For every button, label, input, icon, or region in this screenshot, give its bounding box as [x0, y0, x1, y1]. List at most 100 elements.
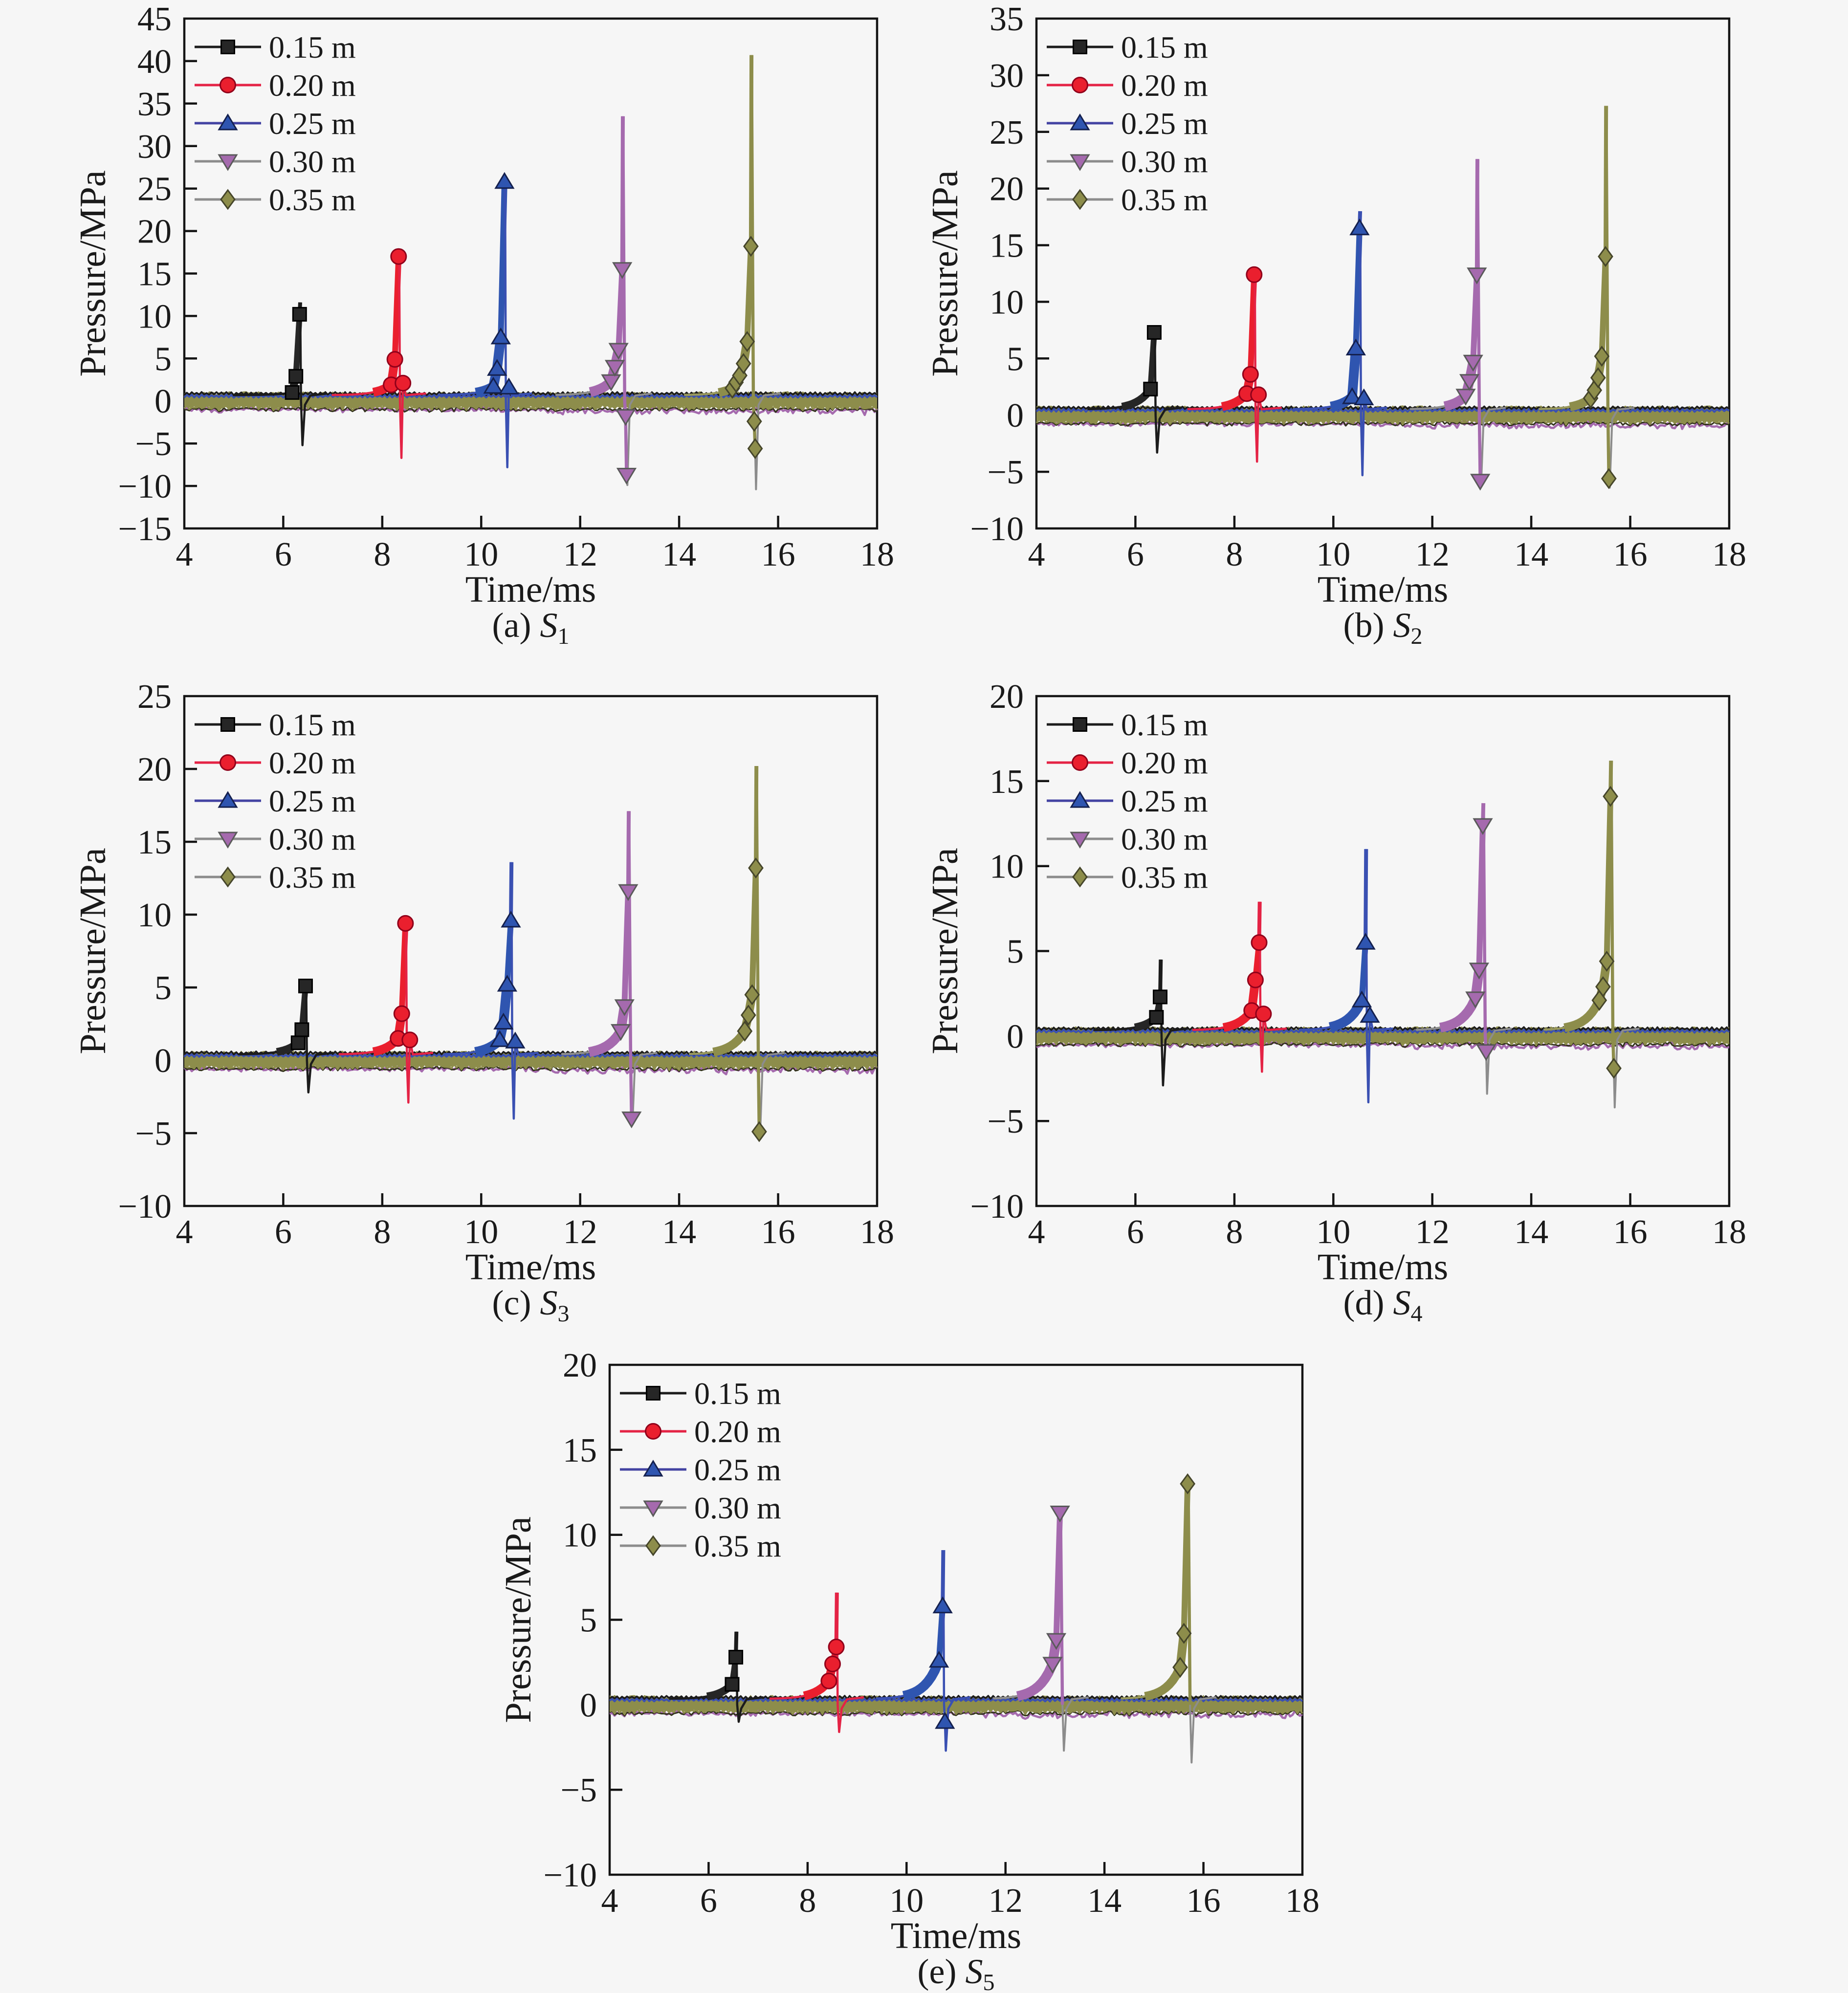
svg-text:14: 14	[1087, 1882, 1122, 1920]
svg-text:0: 0	[1007, 1018, 1024, 1055]
svg-text:15: 15	[990, 227, 1024, 265]
svg-text:18: 18	[1712, 536, 1746, 573]
svg-text:8: 8	[799, 1882, 816, 1920]
svg-text:20: 20	[990, 678, 1024, 716]
svg-text:5: 5	[154, 969, 172, 1007]
svg-text:0: 0	[154, 1042, 172, 1080]
svg-text:18: 18	[1712, 1213, 1746, 1251]
svg-text:6: 6	[1127, 1213, 1144, 1251]
svg-text:15: 15	[990, 763, 1024, 801]
svg-text:0.20 m: 0.20 m	[1121, 745, 1208, 780]
svg-text:Pressure/MPa: Pressure/MPa	[72, 848, 113, 1054]
svg-text:25: 25	[990, 114, 1024, 152]
svg-text:Time/ms: Time/ms	[891, 1915, 1022, 1956]
svg-text:16: 16	[761, 1213, 795, 1251]
svg-text:−15: −15	[118, 510, 172, 548]
svg-text:0.25 m: 0.25 m	[694, 1452, 781, 1487]
svg-text:6: 6	[700, 1882, 717, 1920]
svg-text:(d) S4: (d) S4	[1343, 1283, 1423, 1327]
svg-text:0.15 m: 0.15 m	[269, 30, 356, 65]
svg-text:20: 20	[563, 1347, 597, 1384]
svg-text:10: 10	[137, 897, 172, 934]
svg-text:14: 14	[662, 1213, 696, 1251]
svg-text:Pressure/MPa: Pressure/MPa	[72, 170, 113, 376]
svg-text:Time/ms: Time/ms	[1318, 1247, 1449, 1288]
svg-text:0.35 m: 0.35 m	[1121, 182, 1208, 217]
svg-text:12: 12	[563, 536, 597, 573]
svg-text:12: 12	[1415, 1213, 1450, 1251]
svg-text:12: 12	[989, 1882, 1023, 1920]
svg-text:10: 10	[990, 848, 1024, 886]
svg-text:5: 5	[580, 1602, 597, 1640]
svg-text:30: 30	[137, 128, 172, 166]
svg-text:10: 10	[889, 1882, 924, 1920]
svg-text:0.20 m: 0.20 m	[269, 68, 356, 103]
svg-text:0: 0	[154, 383, 172, 420]
svg-text:0.20 m: 0.20 m	[269, 745, 356, 780]
svg-text:−5: −5	[135, 1115, 172, 1153]
svg-text:(a) S1: (a) S1	[492, 606, 570, 649]
svg-text:Time/ms: Time/ms	[465, 1247, 596, 1288]
svg-text:4: 4	[176, 1213, 193, 1251]
svg-text:0.35 m: 0.35 m	[694, 1529, 781, 1563]
svg-text:20: 20	[137, 751, 172, 788]
svg-text:4: 4	[176, 536, 193, 573]
svg-text:16: 16	[1613, 536, 1648, 573]
svg-text:0.15 m: 0.15 m	[269, 707, 356, 742]
svg-text:0.35 m: 0.35 m	[269, 182, 356, 217]
svg-text:15: 15	[137, 256, 172, 293]
svg-text:4: 4	[1028, 1213, 1045, 1251]
svg-text:−5: −5	[135, 425, 172, 463]
svg-text:0.30 m: 0.30 m	[1121, 144, 1208, 179]
svg-text:10: 10	[137, 298, 172, 335]
svg-text:Time/ms: Time/ms	[465, 569, 596, 610]
svg-text:Pressure/MPa: Pressure/MPa	[498, 1516, 539, 1723]
svg-text:25: 25	[137, 171, 172, 208]
svg-text:10: 10	[990, 284, 1024, 321]
svg-text:6: 6	[1127, 536, 1144, 573]
svg-text:0.30 m: 0.30 m	[1121, 822, 1208, 856]
svg-text:14: 14	[1514, 536, 1548, 573]
svg-text:0.25 m: 0.25 m	[269, 106, 356, 141]
svg-text:−10: −10	[118, 468, 172, 505]
svg-text:25: 25	[137, 678, 172, 716]
svg-text:10: 10	[1316, 536, 1350, 573]
svg-text:18: 18	[1285, 1882, 1320, 1920]
svg-text:−10: −10	[970, 510, 1024, 548]
svg-text:16: 16	[1187, 1882, 1221, 1920]
svg-text:0.25 m: 0.25 m	[1121, 106, 1208, 141]
svg-text:10: 10	[563, 1517, 597, 1555]
svg-text:10: 10	[1316, 1213, 1350, 1251]
svg-text:0.35 m: 0.35 m	[1121, 860, 1208, 895]
svg-text:4: 4	[601, 1882, 618, 1920]
svg-text:5: 5	[1007, 340, 1024, 378]
svg-text:0.30 m: 0.30 m	[694, 1490, 781, 1525]
svg-text:Pressure/MPa: Pressure/MPa	[924, 170, 966, 376]
svg-text:8: 8	[374, 536, 391, 573]
svg-text:4: 4	[1028, 536, 1045, 573]
svg-text:0.30 m: 0.30 m	[269, 144, 356, 179]
svg-text:15: 15	[137, 824, 172, 861]
svg-text:18: 18	[860, 1213, 894, 1251]
svg-text:(e) S5: (e) S5	[918, 1952, 995, 1991]
svg-text:0.20 m: 0.20 m	[1121, 68, 1208, 103]
svg-text:35: 35	[990, 0, 1024, 38]
svg-text:10: 10	[464, 1213, 498, 1251]
svg-text:8: 8	[1226, 1213, 1243, 1251]
svg-text:0.15 m: 0.15 m	[1121, 707, 1208, 742]
svg-text:−10: −10	[544, 1857, 597, 1894]
svg-text:−10: −10	[118, 1188, 172, 1226]
svg-text:Pressure/MPa: Pressure/MPa	[924, 848, 966, 1054]
svg-text:16: 16	[761, 536, 795, 573]
svg-text:0.20 m: 0.20 m	[694, 1414, 781, 1449]
svg-text:−10: −10	[970, 1188, 1024, 1226]
svg-text:0.25 m: 0.25 m	[269, 784, 356, 818]
svg-text:(b) S2: (b) S2	[1343, 606, 1423, 649]
svg-text:12: 12	[1415, 536, 1450, 573]
svg-text:−5: −5	[988, 454, 1024, 491]
svg-text:30: 30	[990, 57, 1024, 95]
svg-text:0: 0	[580, 1686, 597, 1724]
svg-text:14: 14	[1514, 1213, 1548, 1251]
svg-text:0.25 m: 0.25 m	[1121, 784, 1208, 818]
svg-text:(c) S3: (c) S3	[492, 1283, 570, 1327]
